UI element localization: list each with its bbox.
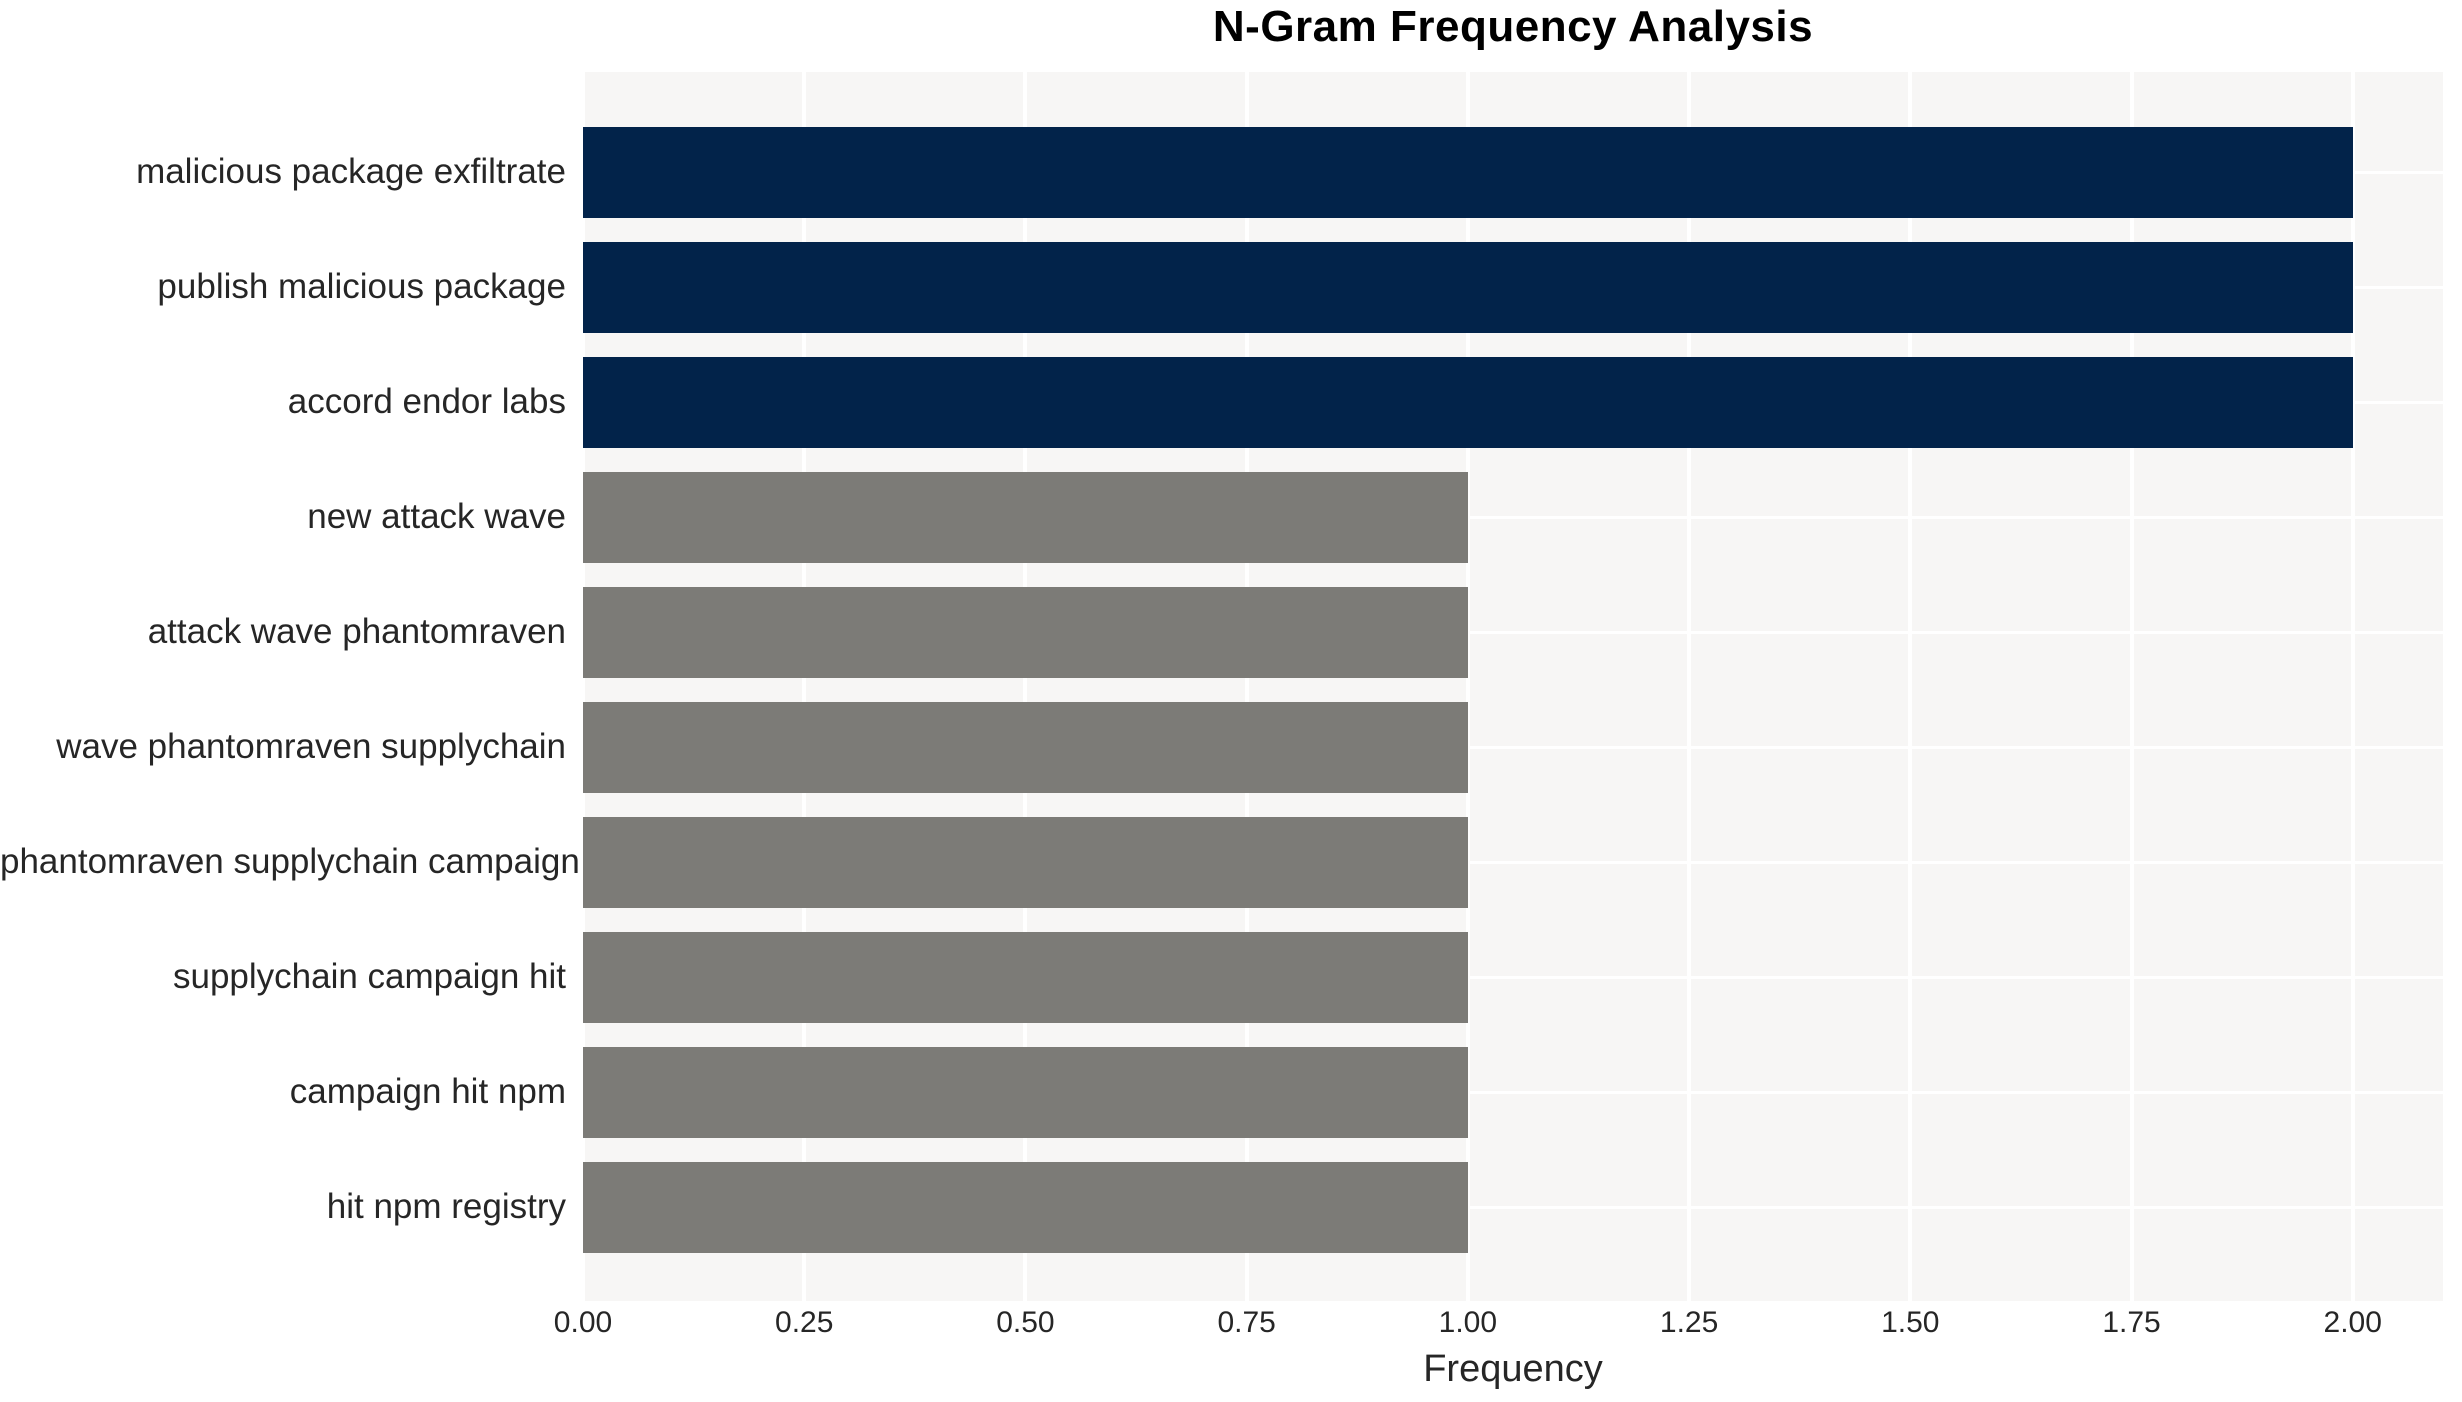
category-label: malicious package exfiltrate — [136, 152, 566, 191]
plot-area — [581, 72, 2443, 1301]
category-label: wave phantomraven supplychain — [56, 727, 566, 766]
bar — [583, 126, 2353, 218]
x-tick-label: 0.75 — [1217, 1306, 1276, 1339]
bar — [583, 586, 1468, 678]
x-gridline — [1244, 72, 1249, 1301]
bar — [583, 1161, 1468, 1253]
x-gridline — [2129, 72, 2134, 1301]
bar — [583, 816, 1468, 908]
y-gridline — [583, 975, 2443, 979]
x-gridline — [802, 72, 807, 1301]
x-gridline — [1908, 72, 1913, 1301]
y-gridline — [583, 1205, 2443, 1209]
x-tick-label: 0.00 — [553, 1306, 613, 1339]
category-label: campaign hit npm — [289, 1072, 566, 1111]
x-tick-label: 2.00 — [2323, 1306, 2382, 1339]
category-label: attack wave phantomraven — [147, 612, 566, 651]
x-gridline — [2350, 72, 2355, 1301]
x-axis-title: Frequency — [1423, 1348, 1603, 1390]
x-tick-label: 1.50 — [1881, 1306, 1940, 1339]
y-gridline — [583, 860, 2443, 864]
y-gridline — [583, 630, 2443, 634]
x-tick-label: 1.25 — [1659, 1306, 1719, 1339]
bar — [583, 1046, 1468, 1138]
bar — [583, 931, 1468, 1023]
x-gridline — [1465, 72, 1470, 1301]
x-tick-label: 1.00 — [1438, 1306, 1498, 1339]
x-tick-label: 0.25 — [775, 1306, 834, 1339]
x-gridline — [1687, 72, 1692, 1301]
x-tick-label: 1.75 — [2102, 1306, 2161, 1339]
category-label: publish malicious package — [157, 267, 566, 306]
bar — [583, 701, 1468, 793]
category-label: hit npm registry — [326, 1187, 566, 1226]
bar — [583, 356, 2353, 448]
y-gridline — [583, 745, 2443, 749]
category-label: new attack wave — [307, 497, 566, 536]
bar — [583, 471, 1468, 563]
x-tick-label: 0.50 — [996, 1306, 1055, 1339]
category-label: accord endor labs — [287, 382, 566, 421]
bar — [583, 241, 2353, 333]
x-gridline — [581, 72, 585, 1301]
y-gridline — [583, 515, 2443, 519]
y-gridline — [583, 1090, 2443, 1094]
x-gridline — [1023, 72, 1028, 1301]
category-label: supplychain campaign hit — [172, 957, 566, 996]
category-label: phantomraven supplychain campaign — [0, 842, 580, 881]
chart-title: N-Gram Frequency Analysis — [1212, 2, 1814, 51]
